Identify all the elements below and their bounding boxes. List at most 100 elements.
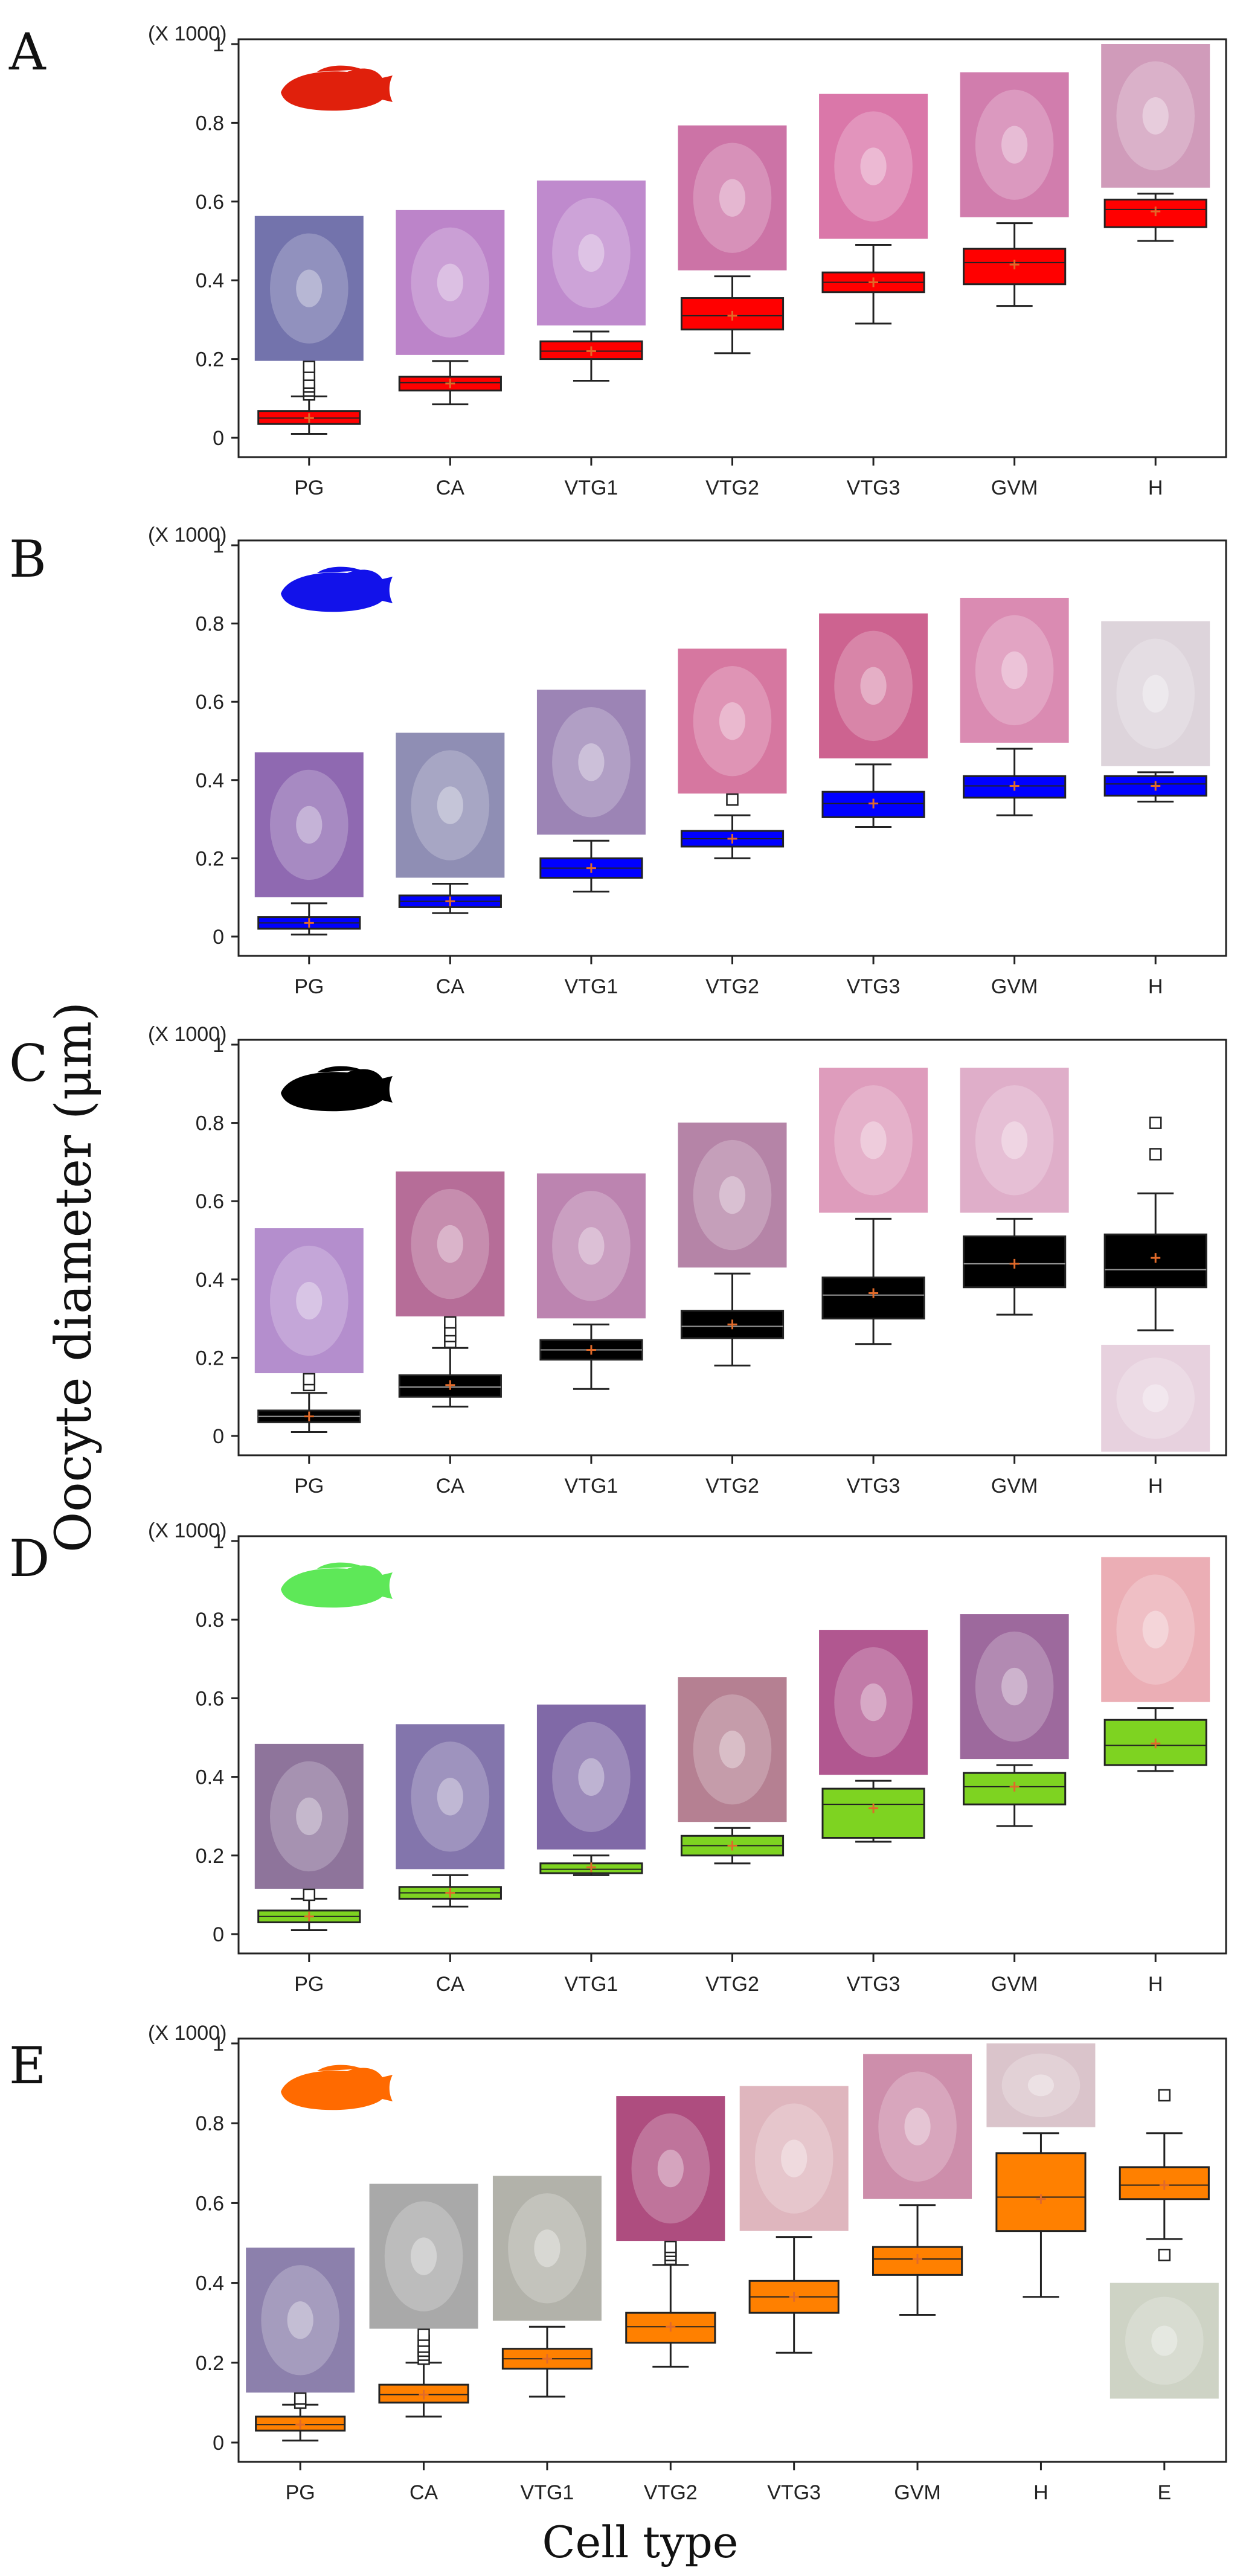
box-H (1103, 193, 1207, 242)
micrograph-background (616, 2096, 725, 2241)
fish-body (281, 68, 393, 111)
panel-letter: D (9, 1529, 50, 1588)
micrograph-nucleus (534, 2229, 560, 2267)
x-tick-label: CA (436, 975, 465, 998)
oocyte-micrograph-image (396, 732, 505, 878)
micrograph-nucleus (781, 2139, 808, 2177)
oocyte-micrograph-image (1101, 44, 1210, 188)
oocyte-micrograph-image (536, 1704, 646, 1850)
micrograph-oocyte (269, 1761, 348, 1872)
x-tick-label: PG (294, 1973, 324, 1996)
box-CA (398, 883, 502, 914)
y-tick-label: 0 (213, 1425, 224, 1448)
oocyte-micrograph-image (254, 752, 364, 897)
axis-multiplier-label: (X 1000) (148, 524, 226, 546)
box-VTG2 (680, 1272, 785, 1366)
micrograph-background (1101, 621, 1210, 766)
box-H (1103, 1707, 1207, 1772)
panel-E: E (X 1000) 0 0.2 0.4 0.6 0.8 1 PG CA VTG1 VTG2 VTG3 G… (9, 2022, 1227, 2504)
oocyte-micrograph-image (396, 210, 505, 355)
x-tick-label: GVM (991, 476, 1038, 499)
micrograph-oocyte (975, 1085, 1054, 1196)
micrograph-oocyte (834, 1085, 913, 1196)
micrograph-oocyte (411, 1188, 490, 1299)
box-GVM (963, 748, 1067, 816)
y-tick-label: 0.4 (196, 769, 224, 792)
micrograph-oocyte (975, 1631, 1054, 1742)
micrograph-oocyte (269, 233, 348, 344)
x-tick-label: CA (436, 1475, 465, 1498)
micrograph-oocyte (1116, 638, 1195, 749)
y-tick-label: 1 (213, 33, 224, 56)
micrograph-oocyte (411, 1741, 490, 1852)
panel-letter: C (9, 1034, 48, 1093)
y-tick-label: 0.6 (196, 2192, 224, 2215)
micrograph-nucleus (719, 702, 746, 740)
x-tick-label: H (1148, 1475, 1163, 1498)
micrograph-oocyte (1116, 1574, 1195, 1685)
micrograph-nucleus (719, 179, 746, 217)
micrograph-background (1110, 2283, 1219, 2399)
x-tick-label: VTG3 (847, 1973, 901, 1996)
x-tick-label: GVM (991, 1475, 1038, 1498)
y-tick-label: 1 (213, 1034, 224, 1057)
x-tick-label: GVM (894, 2481, 940, 2504)
x-tick-label: VTG1 (565, 1973, 618, 1996)
box-PG (255, 2392, 346, 2442)
oocyte-micrograph-image (678, 649, 787, 794)
x-tick-label: VTG3 (847, 1475, 901, 1498)
micrograph-oocyte (508, 2193, 586, 2304)
micrograph-oocyte (552, 1722, 631, 1832)
x-tick-label: PG (294, 1475, 324, 1498)
panel-letter: E (9, 2036, 46, 2095)
micrograph-background (960, 1068, 1069, 1213)
micrograph-background (396, 732, 505, 878)
micrograph-oocyte (1116, 61, 1195, 171)
micrograph-nucleus (719, 1731, 746, 1769)
x-tick-label: VTG2 (705, 1973, 759, 1996)
panel-B: B (X 1000) 0 0.2 0.4 0.6 0.8 1 PG CA VTG1 VTG2 VTG3 G… (9, 524, 1227, 998)
micrograph-nucleus (1001, 126, 1028, 164)
fish-silhouette-icon (281, 2065, 393, 2110)
box-iqr (398, 1374, 502, 1398)
x-tick-label: VTG1 (565, 975, 618, 998)
y-tick-label: 0.6 (196, 1190, 224, 1213)
box-VTG1 (501, 2325, 593, 2398)
micrograph-background (960, 72, 1069, 217)
micrograph-nucleus (296, 1281, 323, 1320)
y-axis-label: Oocyte diameter (μm) (45, 1002, 103, 1552)
micrograph-background (536, 1173, 646, 1319)
oocyte-micrograph-image (678, 1677, 787, 1822)
oocyte-micrograph-image (254, 216, 364, 361)
axis-multiplier-label: (X 1000) (148, 1519, 226, 1542)
fish-silhouette-icon (281, 566, 393, 612)
micrograph-nucleus (287, 2301, 313, 2339)
x-tick-label: PG (294, 975, 324, 998)
y-tick-label: 0.8 (196, 1609, 224, 1632)
y-tick-label: 0 (213, 2432, 224, 2455)
outlier-point (294, 2392, 307, 2405)
oocyte-micrograph-image (254, 1228, 364, 1374)
oocyte-micrograph-image (960, 1614, 1069, 1760)
micrograph-background (819, 1068, 928, 1213)
box-PG (257, 1888, 361, 1931)
micrograph-background (536, 1704, 646, 1850)
box-GVM (963, 222, 1067, 307)
oocyte-micrograph-image (1101, 621, 1210, 766)
oocyte-micrograph-image (819, 94, 928, 239)
y-tick-label: 0.4 (196, 2272, 224, 2295)
micrograph-oocyte (834, 630, 913, 742)
oocyte-micrograph-image (960, 1068, 1069, 1213)
micrograph-background (960, 1614, 1069, 1760)
box-iqr (1119, 2166, 1210, 2200)
x-tick-label: VTG2 (705, 1475, 759, 1498)
x-tick-label: H (1148, 1973, 1163, 1996)
oocyte-micrograph-image (678, 1123, 787, 1268)
oocyte-micrograph-image (396, 1724, 505, 1870)
box-VTG3 (821, 1780, 925, 1843)
oocyte-micrograph-image (739, 2086, 849, 2231)
y-tick-label: 0.8 (196, 2112, 224, 2135)
oocyte-micrograph-image (819, 1068, 928, 1213)
y-tick-label: 0.2 (196, 1845, 224, 1868)
oocyte-micrograph-image (986, 2043, 1096, 2127)
